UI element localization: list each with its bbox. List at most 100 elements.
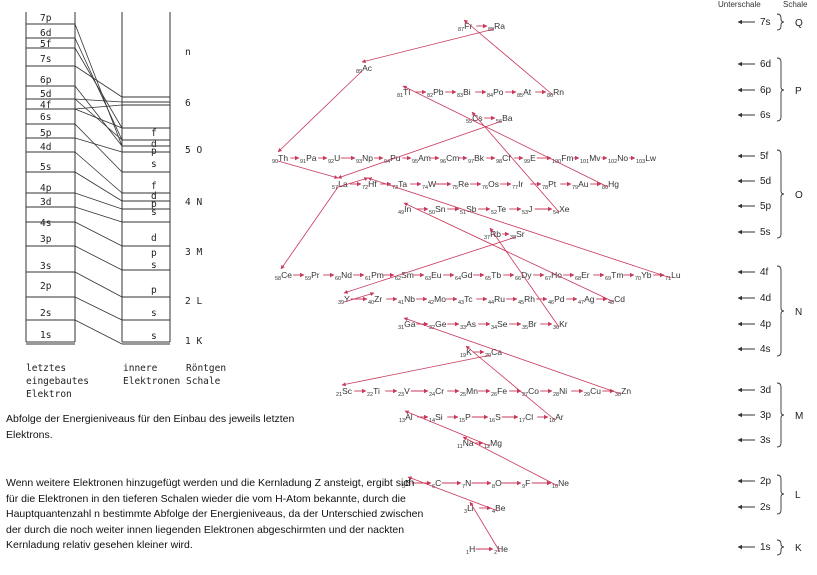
element-Ru: 44Ru	[488, 294, 505, 306]
element-Fe: 26Fe	[491, 386, 507, 398]
element-Os: 76Os	[482, 179, 499, 191]
level-connector	[74, 245, 123, 271]
row-connector-arrows	[277, 19, 672, 553]
shell-Q: Q	[795, 18, 803, 29]
level-connector	[74, 104, 123, 110]
row-6p: 81Tl 82Pb 83Bi 84Po 85At 86Rn	[397, 87, 564, 99]
cross-row-arrow	[361, 28, 495, 64]
label-inner-1: innere	[123, 363, 158, 374]
element-B: 5B	[402, 478, 411, 490]
element-Li: 3Li	[464, 503, 474, 515]
element-Zn: 30Zn	[615, 386, 631, 398]
cross-row-arrow	[403, 317, 622, 395]
element-Cu: 29Cu	[584, 386, 601, 398]
cross-row-arrow	[367, 177, 672, 279]
cross-row-arrow	[402, 85, 609, 188]
subshell-2p: 2p	[760, 476, 772, 487]
element-Lu: 71Lu	[665, 270, 681, 282]
inner-level-label-f: f	[151, 128, 157, 139]
subshell-4p: 4p	[760, 319, 772, 330]
level-connector	[74, 296, 123, 321]
element-Tb: 65Tb	[485, 270, 501, 282]
level-label-3s: 3s	[40, 261, 51, 272]
inner-level-label-d: d	[151, 191, 157, 202]
shell-O: O	[795, 190, 803, 201]
row-3p: 13Al 14Si 15P 16S 17Cl 18Ar	[399, 412, 564, 424]
cross-row-arrow	[469, 501, 501, 553]
cross-row-arrow	[471, 111, 560, 213]
element-Co: 27Co	[522, 386, 539, 398]
element-Ca: 20Ca	[485, 347, 502, 359]
level-label-6s: 6s	[40, 112, 51, 123]
element-In: 49In	[398, 204, 411, 216]
inner-level-label-p: p	[151, 248, 157, 259]
element-Cm: 96Cm	[440, 153, 459, 165]
element-Ac: 89Ac	[356, 63, 373, 75]
element-At: 85At	[517, 87, 532, 99]
level-label-4f: 4f	[40, 100, 51, 111]
element-Sb: 51Sb	[460, 204, 477, 216]
inner-electron-levels: fdpsfdpsdpspss	[122, 96, 170, 345]
shell-K: K	[795, 543, 802, 554]
element-La: 57La	[332, 179, 348, 191]
element-Kr: 36Kr	[553, 319, 568, 331]
shell-label-3-M: 3 M	[185, 247, 202, 258]
element-rows: 87Fr 88Ra 89Ac 81Tl 82Pb 83Bi 84Po 85At 86Rn 55Cs…	[272, 21, 681, 556]
element-S: 16S	[489, 412, 501, 424]
level-connector	[74, 47, 123, 129]
label-xray-1: Röntgen	[186, 363, 226, 374]
row-1s: 1H 2He	[466, 544, 508, 556]
element-U: 92U	[328, 153, 340, 165]
element-Ni: 28Ni	[553, 386, 567, 398]
subshell-7s: 7s	[760, 17, 771, 28]
level-connector	[74, 171, 123, 202]
row-5s: 37Rb 38Sr	[484, 229, 525, 241]
shell-N: N	[795, 307, 802, 318]
row-3s: 11Na 12Mg	[457, 438, 502, 450]
element-Ga: 31Ga	[398, 319, 416, 331]
row-5f: 90Th91Pa92U93Np94Pu95Am96Cm97Bk98Cf99E10…	[272, 153, 657, 165]
cross-row-arrow	[341, 354, 492, 387]
level-connector	[74, 151, 123, 194]
shell-label-4-N: 4 N	[185, 197, 202, 208]
shell-P: P	[795, 86, 802, 97]
subshell-3p: 3p	[760, 410, 772, 421]
level-frame-lines	[25, 12, 171, 345]
element-Rn: 86Rn	[547, 87, 564, 99]
element-Pt: 78Pt	[542, 179, 557, 191]
element-Dy: 66Dy	[515, 270, 532, 282]
cross-row-arrow	[343, 236, 517, 294]
element-V: 23V	[398, 386, 410, 398]
element-He: 2He	[494, 544, 508, 556]
element-W: 74W	[422, 179, 436, 191]
label-last-1: letztes	[26, 363, 66, 374]
shell-brace	[776, 149, 785, 239]
subshell-6d: 6d	[760, 59, 771, 70]
element-Ti: 22Ti	[367, 386, 380, 398]
level-label-7p: 7p	[40, 13, 52, 24]
header-subshell: Unterschale	[718, 0, 761, 9]
level-connector	[74, 123, 123, 173]
subshell-1s: 1s	[760, 542, 771, 553]
level-label-2p: 2p	[40, 281, 52, 292]
shell-brace	[776, 382, 785, 448]
element-Rb: 37Rb	[484, 229, 501, 241]
element-Y: 39Y	[338, 294, 350, 306]
inner-level-label-s: s	[151, 207, 157, 218]
level-label-1s: 1s	[40, 330, 51, 341]
element-Nd: 60Nd	[335, 270, 352, 282]
cross-row-arrow	[407, 476, 499, 512]
row-4f: 58Ce59Pr60Nd61Pm62Sm63Eu64Gd65Tb66Dy67Ho…	[275, 270, 681, 282]
level-label-5s: 5s	[40, 162, 51, 173]
inner-level-label-d: d	[151, 139, 157, 150]
shell-brace	[776, 265, 785, 357]
element-Mo: 42Mo	[428, 294, 446, 306]
element-Ge: 32Ge	[429, 319, 447, 331]
level-connector	[74, 192, 123, 210]
row-4s: 19K 20Ca	[460, 347, 502, 359]
element-Be: 4Be	[492, 503, 506, 515]
caption-explanation: Wenn weitere Elektronen hinzugefügt werd…	[6, 477, 424, 551]
subshell-4s: 4s	[760, 344, 771, 355]
shell-label-2-L: 2 L	[185, 296, 202, 307]
subshell-2s: 2s	[760, 502, 771, 513]
